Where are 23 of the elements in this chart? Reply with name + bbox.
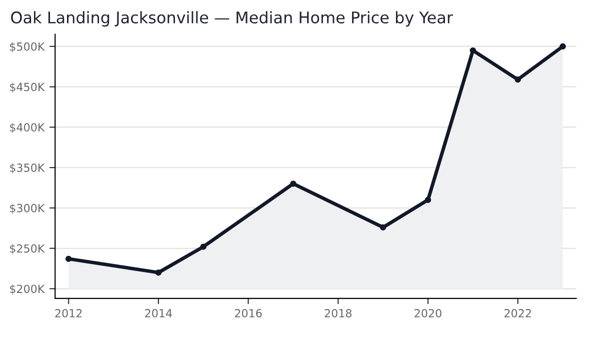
- y-tick-label: $200K: [10, 284, 45, 295]
- point: [200, 244, 206, 250]
- x-tick-label: 2014: [145, 309, 172, 318]
- point: [514, 76, 521, 83]
- point: [560, 43, 566, 50]
- x-tick-label: 2018: [324, 309, 352, 318]
- y-tick-label: $450K: [10, 82, 45, 93]
- x-tick-label: 2020: [414, 309, 442, 318]
- point: [470, 47, 476, 54]
- y-tick-label: $500K: [10, 42, 45, 52]
- point: [65, 256, 72, 262]
- y-tick-label: $350K: [10, 163, 45, 174]
- x-tick-label: 2022: [504, 309, 531, 318]
- point: [290, 180, 296, 187]
- y-tick-label: $250K: [10, 244, 45, 254]
- point: [380, 224, 386, 230]
- y-tick-label: $400K: [10, 122, 45, 134]
- point: [155, 269, 162, 276]
- point: [424, 196, 432, 203]
- x-tick-label: 2016: [234, 309, 262, 318]
- x-tick-label: 2012: [55, 309, 82, 318]
- y-tick-label: $300K: [10, 204, 45, 214]
- chart-title: Oak Landing Jacksonville — Median Home Price by Year: [11, 11, 454, 27]
